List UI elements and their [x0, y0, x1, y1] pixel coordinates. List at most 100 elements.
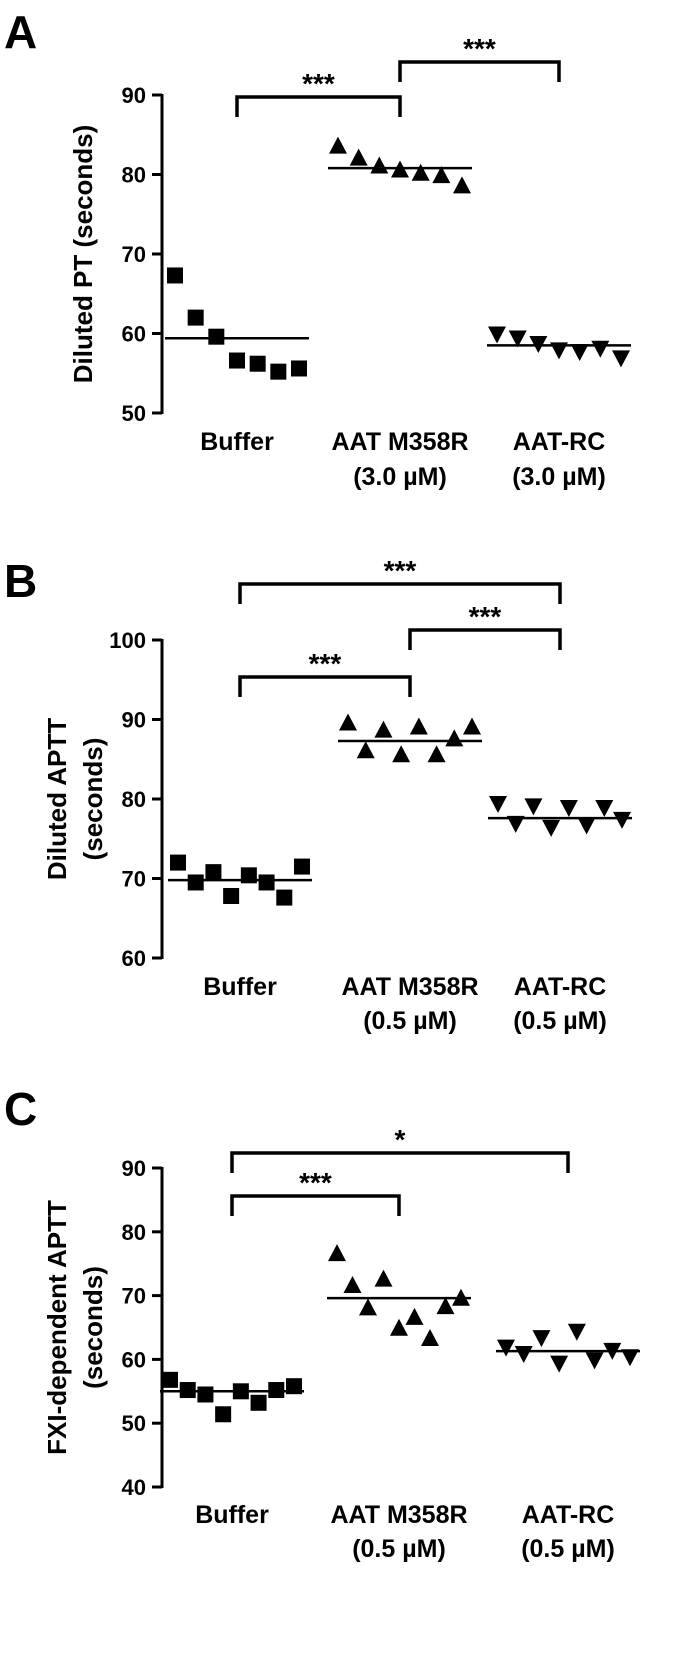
data-point: [276, 889, 293, 906]
y-axis-label: FXI-dependent APTT: [42, 1200, 72, 1455]
data-point: [570, 343, 589, 361]
y-tick-label: 40: [122, 1475, 146, 1500]
data-point: [343, 1276, 362, 1294]
y-tick-label: 70: [122, 867, 146, 892]
data-point: [258, 874, 275, 891]
y-tick-label: 90: [122, 1156, 146, 1181]
x-category-label: (0.5 µM): [363, 1007, 457, 1035]
x-category-label: AAT-RC: [514, 973, 607, 1001]
x-category-label: Buffer: [203, 973, 277, 1001]
data-point: [542, 819, 561, 837]
data-point: [250, 1394, 267, 1411]
data-point: [374, 720, 393, 738]
data-point: [392, 745, 411, 763]
data-point: [595, 799, 614, 817]
data-point: [390, 1318, 408, 1336]
data-point: [405, 1307, 424, 1325]
panel-a: A 50 60 70 80 90 Diluted PT (seconds) Buffer AAT…: [4, 6, 631, 491]
data-point: [187, 874, 204, 891]
y-axis-label: (seconds): [78, 738, 108, 861]
panel-letter: A: [4, 6, 37, 58]
y-tick-label: 80: [122, 1220, 146, 1245]
significance-bracket: [230, 1194, 401, 1216]
data-point: [497, 1339, 515, 1357]
panel-letter: B: [4, 555, 37, 607]
x-category-label: AAT M358R: [330, 1501, 467, 1529]
data-point: [162, 1371, 178, 1388]
data-point: [432, 166, 451, 184]
y-tick-label: 60: [122, 322, 146, 347]
y-tick-label: 90: [122, 708, 146, 733]
significance-bracket: [398, 60, 561, 82]
data-point: [514, 1346, 533, 1364]
panel-b: B 60 70 80 90 100 Diluted APTT (seconds) Buffer A…: [4, 555, 632, 1035]
data-point: [585, 1352, 604, 1370]
panel-c: C 40 50 60 70 80 90 FXI-dependent APTT (seconds)…: [4, 1083, 640, 1563]
y-tick-label: 60: [122, 1347, 146, 1372]
data-point: [356, 741, 375, 759]
data-point: [591, 340, 610, 358]
y-tick-label: 70: [122, 242, 146, 267]
data-point: [613, 811, 631, 829]
x-category-label: (0.5 µM): [352, 1535, 446, 1563]
data-point: [427, 745, 446, 763]
x-category-label: AAT M358R: [331, 428, 468, 456]
significance-bracket: [408, 628, 562, 650]
data-point: [550, 1355, 569, 1373]
significance-bracket: [238, 582, 562, 604]
data-point: [436, 1297, 455, 1315]
data-point: [328, 1244, 346, 1262]
data-point: [621, 1349, 639, 1367]
data-point: [329, 136, 347, 154]
y-axis-label: Diluted PT (seconds): [68, 125, 98, 384]
y-tick-label: 80: [122, 787, 146, 812]
data-point: [291, 360, 307, 377]
y-axis-label: Diluted APTT: [42, 718, 72, 880]
data-point: [374, 1269, 393, 1287]
data-point: [270, 363, 287, 380]
x-category-label: AAT M358R: [341, 973, 478, 1001]
data-point: [506, 815, 525, 833]
data-point: [488, 326, 506, 344]
x-category-label: AAT-RC: [522, 1501, 615, 1529]
significance-label: ***: [309, 648, 342, 679]
y-tick-label: 60: [122, 946, 146, 971]
y-tick-label: 50: [122, 401, 146, 426]
data-point: [197, 1386, 214, 1403]
data-point: [179, 1382, 196, 1399]
data-point: [411, 163, 430, 181]
data-point: [339, 713, 357, 731]
data-point: [577, 817, 596, 835]
x-category-label: AAT-RC: [513, 428, 606, 456]
y-tick-label: 100: [109, 628, 146, 653]
data-point: [567, 1323, 586, 1341]
data-point: [489, 795, 507, 813]
data-point: [208, 328, 225, 345]
significance-label: ***: [469, 601, 502, 632]
x-category-label: (3.0 µM): [512, 463, 606, 491]
data-point: [532, 1330, 551, 1348]
significance-label: *: [395, 1124, 406, 1155]
x-category-label: Buffer: [195, 1501, 269, 1529]
significance-bracket: [238, 675, 412, 697]
data-point: [249, 355, 266, 372]
data-point: [223, 887, 240, 904]
data-point: [445, 729, 464, 747]
data-point: [508, 330, 527, 348]
data-point: [612, 350, 630, 368]
x-category-label: (0.5 µM): [513, 1007, 607, 1035]
data-point: [205, 864, 222, 881]
significance-bracket: [235, 95, 402, 117]
data-point: [294, 858, 310, 875]
data-point: [229, 352, 245, 369]
significance-bracket: [230, 1151, 570, 1173]
x-category-label: Buffer: [200, 428, 274, 456]
y-tick-label: 70: [122, 1284, 146, 1309]
data-point: [187, 309, 204, 326]
data-point: [409, 717, 428, 735]
data-point: [559, 799, 578, 817]
data-point: [170, 854, 186, 871]
data-point: [453, 176, 471, 194]
x-category-label: (3.0 µM): [353, 463, 447, 491]
